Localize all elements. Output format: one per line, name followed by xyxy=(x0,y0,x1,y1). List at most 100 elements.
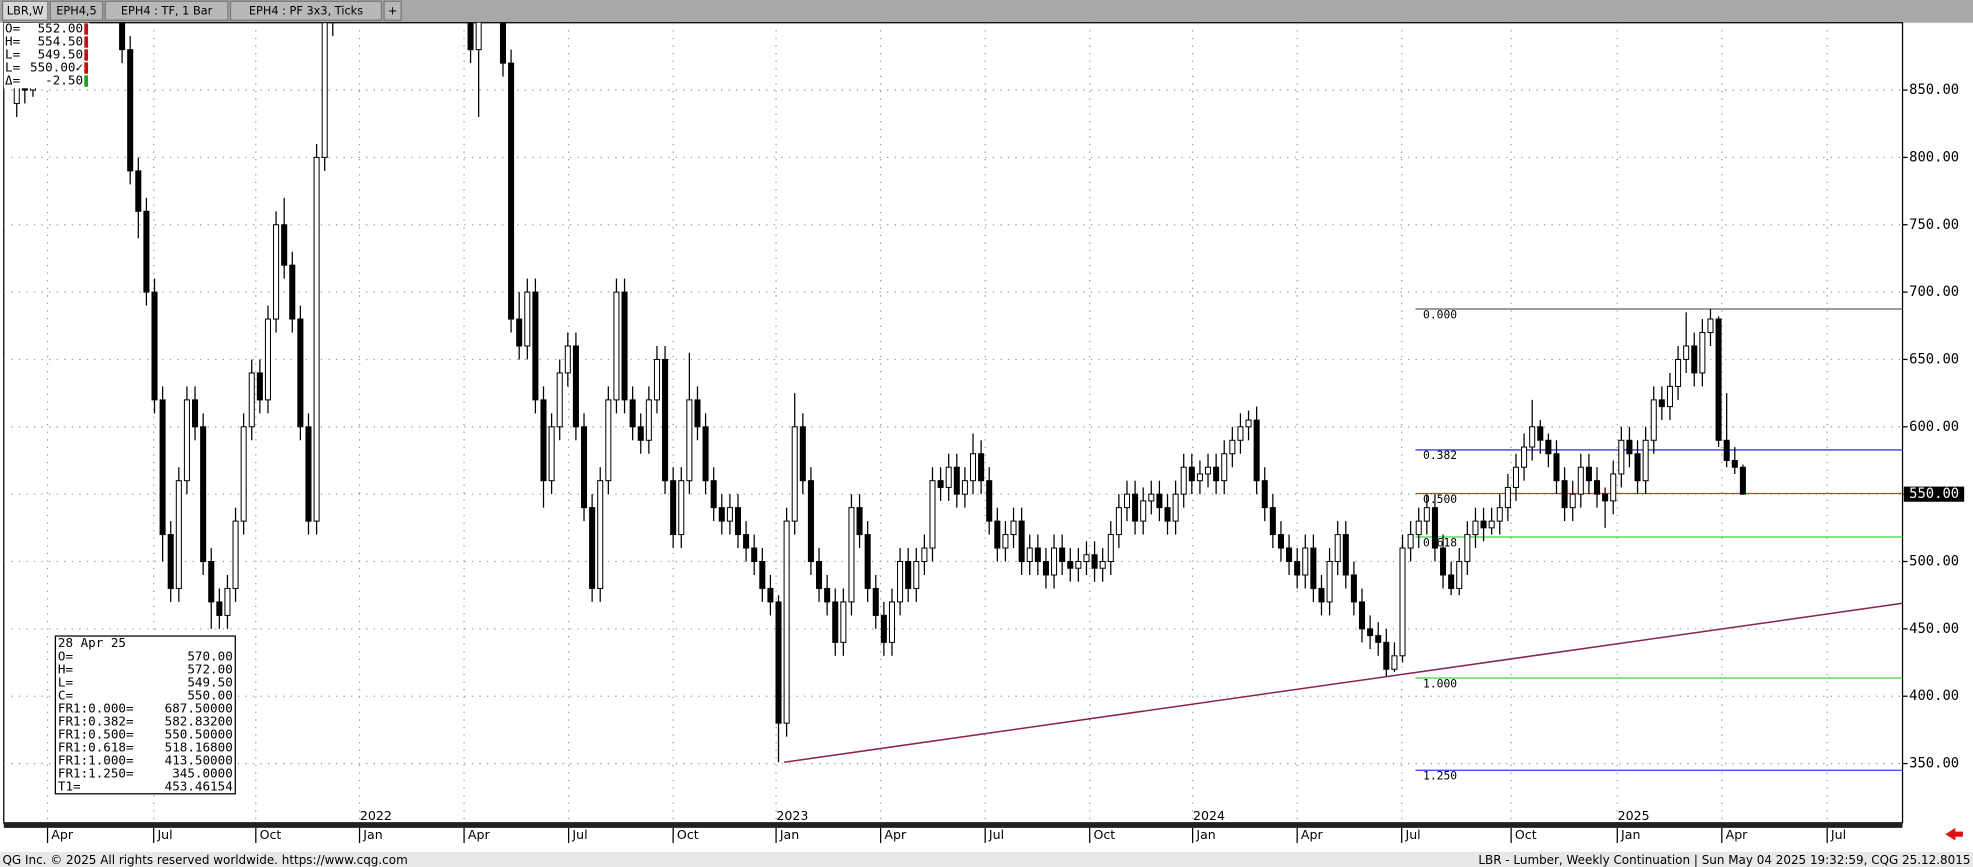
candle-body xyxy=(978,453,985,482)
candle-body xyxy=(1245,419,1252,428)
tab[interactable] xyxy=(104,0,229,21)
x-tick-label: Apr xyxy=(1726,827,1749,842)
candle-body xyxy=(969,453,977,482)
candle-body xyxy=(848,507,855,603)
candle-body xyxy=(1083,554,1090,563)
candle-body xyxy=(1059,547,1066,563)
tab-label[interactable]: EPH4 : TF, 1 Bar xyxy=(121,3,213,17)
candle-body xyxy=(913,561,920,589)
candle-body xyxy=(702,426,709,482)
readout-value: 550.00✓ xyxy=(30,60,83,75)
candle-body xyxy=(1229,439,1236,455)
data-window-value: 572.00 xyxy=(187,661,232,676)
candle-body xyxy=(1699,332,1706,374)
candle-body xyxy=(192,399,199,428)
data-window-value: 518.16800 xyxy=(165,739,233,754)
x-tick-label: Jul xyxy=(988,827,1004,842)
candle-body xyxy=(1140,500,1147,522)
tab-label[interactable]: LBR,W xyxy=(7,3,44,17)
data-window-value: 345.0000 xyxy=(172,765,233,780)
candle-body xyxy=(1666,385,1673,408)
candle-body xyxy=(1277,534,1284,549)
tab[interactable] xyxy=(229,0,383,21)
readout-value: 552.00 xyxy=(38,21,83,36)
candle-body xyxy=(1067,561,1074,569)
candle-body xyxy=(289,264,296,320)
fib-label: 0.618 xyxy=(1423,535,1457,549)
candle-body xyxy=(1172,493,1179,522)
candle-body xyxy=(1018,520,1025,563)
tab[interactable] xyxy=(1,0,49,21)
candle-body xyxy=(167,534,174,589)
x-tick-label: Oct xyxy=(260,827,282,842)
scroll-arrow[interactable] xyxy=(1945,827,1963,841)
candle-body xyxy=(1423,507,1430,522)
candle-body xyxy=(572,345,579,428)
readout-value: 549.50 xyxy=(38,47,83,62)
candle-body xyxy=(840,601,847,643)
tab[interactable] xyxy=(383,0,402,21)
candle-body xyxy=(1123,493,1131,509)
candle-body xyxy=(1642,439,1649,482)
data-window xyxy=(54,635,236,795)
candle-body xyxy=(1415,520,1422,536)
readout-label: L= xyxy=(5,47,21,62)
candle-body xyxy=(1196,473,1203,482)
candle-body xyxy=(135,170,142,212)
fib-label: 0.382 xyxy=(1423,448,1457,462)
candle-body xyxy=(232,520,239,589)
candle-body xyxy=(1156,493,1163,509)
y-tick-label: 350.00 xyxy=(1909,756,1959,772)
candle-body xyxy=(905,561,912,589)
readout-flag xyxy=(84,75,89,87)
x-tick-label: Jan xyxy=(362,827,382,842)
data-window-label: FR1:1.000= xyxy=(58,752,134,767)
year-label: 2022 xyxy=(360,808,392,823)
candle-body xyxy=(791,426,798,522)
candle-body xyxy=(1529,426,1536,448)
candle-body xyxy=(127,49,134,172)
candle-body xyxy=(1132,493,1139,522)
candle-body xyxy=(1326,561,1333,603)
candle-body xyxy=(508,62,515,320)
grid xyxy=(3,22,1903,823)
candle-body xyxy=(151,291,158,401)
candle-body xyxy=(1561,480,1568,509)
footer-left: QG Inc. © 2025 All rights reserved world… xyxy=(3,853,408,867)
data-window-label: L= xyxy=(58,674,74,689)
candle-body xyxy=(1675,358,1682,387)
data-window-label: T1= xyxy=(58,778,81,793)
x-tick-label: Apr xyxy=(884,827,907,842)
candle-body xyxy=(694,399,701,428)
last-price-box xyxy=(1903,486,1965,502)
candle-body xyxy=(767,587,774,603)
candle-body xyxy=(897,561,904,603)
candle-body xyxy=(637,426,644,441)
candle-body xyxy=(580,426,588,509)
readout-label: O= xyxy=(5,21,21,36)
candle-body xyxy=(1010,520,1017,536)
tab[interactable] xyxy=(49,0,104,21)
readout-value: 554.50 xyxy=(38,34,83,49)
candle-body xyxy=(1683,345,1690,360)
candle-body xyxy=(1294,561,1301,576)
candle-body xyxy=(1180,466,1187,495)
data-window-value: 687.50000 xyxy=(165,700,233,715)
candle-body xyxy=(783,520,790,724)
candle-body xyxy=(734,507,742,536)
data-window-label: FR1:1.250= xyxy=(58,765,134,780)
candle-body xyxy=(1075,561,1082,569)
candle-body xyxy=(143,210,150,293)
candle-body xyxy=(888,601,895,643)
candle-body xyxy=(1148,493,1155,502)
candle-body xyxy=(240,426,247,522)
candle-body xyxy=(1610,473,1617,502)
candle-body xyxy=(1221,453,1228,482)
x-tick-label: Jan xyxy=(1620,827,1640,842)
tab-label[interactable]: + xyxy=(388,3,397,17)
readout-label: L= xyxy=(5,60,21,75)
candle-body xyxy=(605,399,612,482)
candle-body xyxy=(564,345,571,374)
tab-label[interactable]: EPH4 : PF 3x3, Ticks xyxy=(249,3,363,17)
tab-label[interactable]: EPH4,5 xyxy=(56,3,96,17)
